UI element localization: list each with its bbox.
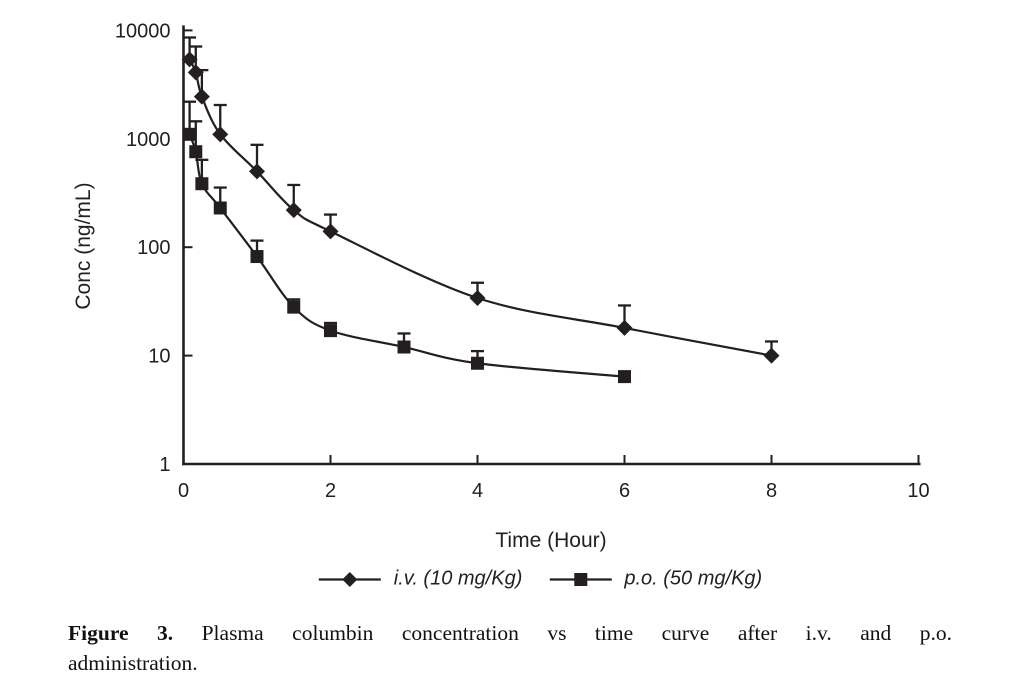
marker-diamond-iv	[469, 289, 486, 306]
y-tick-label: 1000	[126, 129, 171, 151]
y-tick-label: 100	[137, 237, 170, 259]
y-tick-label: 10	[148, 346, 170, 368]
marker-diamond-iv	[763, 347, 780, 364]
x-tick-label: 4	[472, 480, 483, 502]
caption-line-2: administration.	[68, 651, 198, 675]
x-axis-title: Time (Hour)	[495, 529, 607, 552]
y-axis-title: Conc (ng/mL)	[72, 182, 95, 310]
marker-square-po	[250, 250, 264, 264]
x-tick-label: 10	[907, 480, 929, 502]
y-tick-label: 10000	[115, 20, 171, 42]
marker-diamond-iv	[212, 126, 229, 143]
concentration-time-chart: 1 10 100 1000 10000 0 2 4 6 8 10	[115, 20, 930, 502]
marker-square-po	[397, 340, 411, 354]
caption-text: Plasma columbin concentration vs time cu…	[201, 621, 952, 645]
marker-square-po	[213, 201, 227, 215]
figure-caption: Figure 3. Plasma columbin concentration …	[68, 618, 952, 678]
legend-item-iv: i.v. (10 mg/Kg)	[318, 567, 523, 591]
x-tick-label: 0	[178, 480, 189, 502]
x-tick-label: 6	[619, 480, 630, 502]
legend-label-po: p.o. (50 mg/Kg)	[624, 567, 763, 590]
legend-item-po: p.o. (50 mg/Kg)	[548, 568, 762, 591]
marker-diamond-iv	[187, 64, 204, 81]
diamond-line-icon	[318, 571, 381, 587]
marker-square-po	[471, 356, 484, 370]
x-tick-label: 2	[325, 480, 336, 502]
marker-square-po	[189, 145, 203, 159]
marker-diamond-iv	[249, 163, 265, 180]
square-line-icon	[549, 572, 612, 586]
marker-diamond-iv	[193, 88, 210, 105]
marker-diamond-iv	[181, 51, 198, 68]
marker-diamond-iv	[322, 223, 339, 240]
x-tick-label: 8	[766, 480, 777, 502]
y-tick-label: 1	[159, 454, 170, 476]
marker-square-po	[195, 177, 209, 191]
chart-legend: i.v. (10 mg/Kg) p.o. (50 mg/Kg)	[318, 568, 762, 591]
legend-label-iv: i.v. (10 mg/Kg)	[393, 567, 523, 590]
marker-square-po	[618, 370, 631, 384]
series-line-iv	[188, 58, 772, 357]
caption-line-1: Figure 3. Plasma columbin concentration …	[68, 618, 952, 648]
caption-label: Figure 3.	[68, 621, 174, 645]
marker-square-po	[183, 127, 197, 141]
marker-diamond-iv	[616, 319, 633, 336]
marker-square-po	[324, 324, 337, 338]
marker-square-po	[287, 300, 301, 314]
marker-diamond-iv	[285, 202, 302, 219]
